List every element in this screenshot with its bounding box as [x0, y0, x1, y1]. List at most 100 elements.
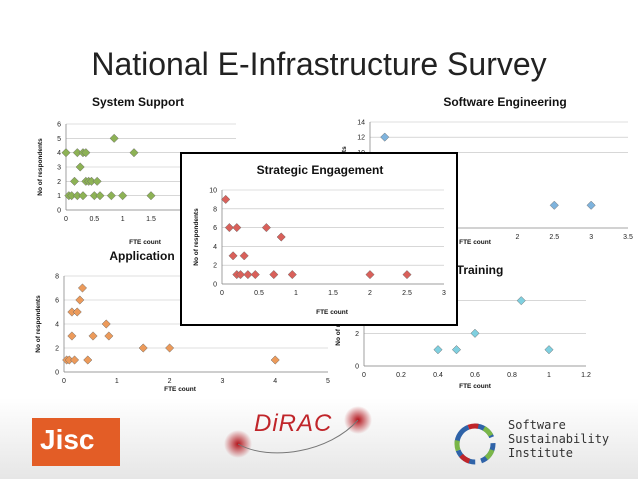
x-tick-label: 4 [273, 378, 277, 385]
chart-title: Application [109, 249, 174, 263]
x-tick-label: 1.5 [328, 290, 338, 297]
data-point [221, 194, 231, 204]
data-point [228, 251, 238, 261]
x-tick-label: 1.5 [146, 216, 156, 223]
y-tick-label: 2 [57, 179, 61, 186]
x-tick-label: 1 [121, 216, 125, 223]
data-point [433, 345, 443, 355]
data-point [549, 200, 559, 210]
x-tick-label: 0.5 [89, 216, 99, 223]
chart-strategic-engagement: Strategic Engagement 0 2 4 6 8 10 0 0.5 1 1.5 2 2.5 3… [193, 163, 446, 316]
data-point [81, 148, 91, 158]
x-tick-label: 3 [442, 290, 446, 297]
dirac-logo: DiRAC [210, 402, 375, 462]
x-axis-label: FTE count [459, 383, 492, 390]
x-tick-label: 3.5 [623, 234, 633, 241]
data-point [67, 331, 77, 341]
x-tick-label: 1 [547, 372, 551, 379]
data-point [250, 270, 260, 280]
data-point [235, 270, 246, 280]
data-point [232, 223, 242, 233]
x-tick-label: 2.5 [549, 234, 559, 241]
data-point [101, 319, 111, 329]
x-tick-label: 0.8 [507, 372, 517, 379]
data-point [72, 307, 82, 317]
x-tick-label: 3 [220, 378, 224, 385]
data-point [365, 270, 375, 280]
y-tick-label: 14 [357, 120, 365, 127]
x-tick-label: 2 [368, 290, 372, 297]
x-tick-label: 2 [515, 234, 519, 241]
y-axis-label: No of respondents [37, 138, 44, 196]
x-tick-label: 0.6 [470, 372, 480, 379]
data-point [544, 345, 554, 355]
x-tick-label: 1 [294, 290, 298, 297]
x-tick-label: 1.2 [581, 372, 591, 379]
y-tick-label: 0 [55, 370, 59, 377]
x-axis-label: FTE count [459, 239, 492, 246]
jisc-logo: Jisc [32, 418, 120, 466]
x-tick-label: 1 [115, 378, 119, 385]
y-tick-label: 5 [57, 136, 61, 143]
y-tick-label: 2 [55, 346, 59, 353]
data-point [69, 176, 80, 186]
data-point [146, 191, 156, 201]
y-tick-label: 0 [213, 282, 217, 289]
y-tick-label: 3 [57, 165, 61, 172]
data-point [83, 355, 93, 365]
chart-title: Strategic Engagement [257, 163, 384, 177]
y-tick-label: 6 [55, 298, 59, 305]
data-point [380, 132, 390, 142]
y-tick-label: 0 [355, 364, 359, 371]
data-point [287, 270, 297, 280]
y-tick-label: 10 [209, 188, 217, 195]
y-tick-label: 6 [57, 122, 61, 129]
data-point [88, 331, 98, 341]
y-tick-label: 6 [213, 225, 217, 232]
jisc-logo-text: Jisc [40, 424, 95, 455]
data-point [138, 343, 148, 353]
y-tick-label: 2 [355, 331, 359, 338]
data-point [129, 148, 139, 158]
data-point [75, 162, 85, 172]
x-tick-label: 3 [589, 234, 593, 241]
y-tick-label: 4 [55, 322, 59, 329]
data-point [586, 200, 596, 210]
page-title: National E-Infrastructure Survey [91, 46, 547, 82]
data-point [118, 191, 128, 201]
x-tick-label: 0 [64, 216, 68, 223]
data-point [470, 328, 480, 338]
y-tick-label: 0 [57, 208, 61, 215]
x-tick-label: 0.4 [433, 372, 443, 379]
data-point [451, 345, 462, 355]
data-point [165, 343, 175, 353]
data-point [276, 232, 286, 242]
data-point [109, 133, 119, 143]
x-axis-label: FTE count [164, 386, 197, 393]
data-point [239, 251, 249, 261]
data-point [243, 270, 253, 280]
x-tick-label: 0 [62, 378, 66, 385]
y-tick-label: 4 [213, 244, 217, 251]
data-point [77, 283, 88, 293]
chart-title: Software Engineering [443, 95, 566, 109]
data-point [402, 270, 412, 280]
data-point [78, 191, 88, 201]
data-point [92, 176, 102, 186]
data-point [270, 355, 280, 365]
chart-title: System Support [92, 95, 184, 109]
y-axis-label: No of respondents [35, 295, 42, 353]
x-tick-label: 2 [168, 378, 172, 385]
x-tick-label: 2.5 [402, 290, 412, 297]
strategic-engagement-panel [180, 152, 458, 326]
data-point [61, 148, 71, 158]
x-tick-label: 0 [220, 290, 224, 297]
dirac-logo-text: DiRAC [254, 410, 333, 437]
ssi-line-2: Sustainability [508, 432, 610, 446]
x-axis-label: FTE count [316, 309, 349, 316]
data-point [104, 331, 114, 341]
data-point [95, 191, 105, 201]
data-point [261, 223, 271, 233]
chart-application: Application 0 2 4 6 8 0 1 2 3 4 5 FTE count No of res… [35, 249, 330, 393]
x-tick-label: 0 [362, 372, 366, 379]
